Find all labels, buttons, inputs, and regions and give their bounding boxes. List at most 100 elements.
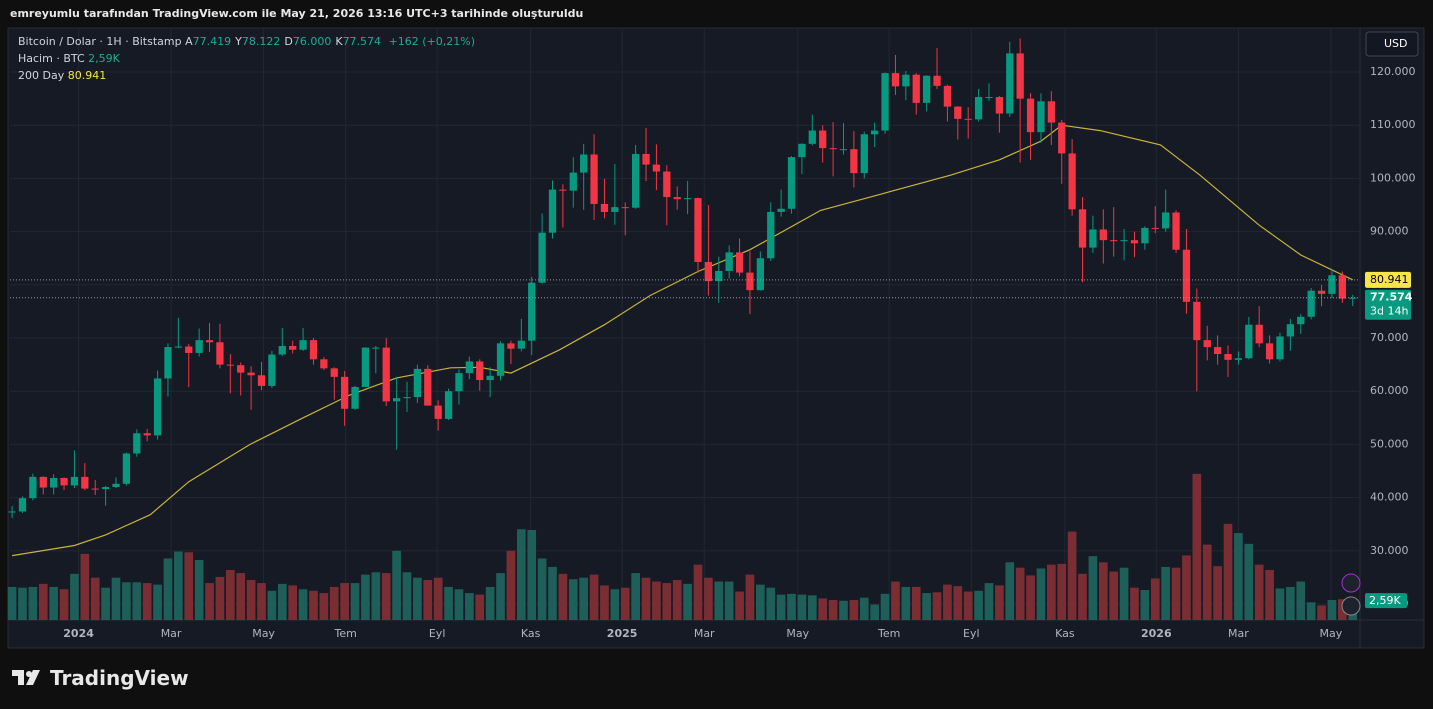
volume-bar (381, 573, 391, 620)
volume-bar (1119, 567, 1129, 620)
volume-bar (963, 591, 973, 620)
volume-bar (984, 583, 994, 620)
candle-body (673, 197, 681, 200)
volume-bar (1192, 473, 1202, 620)
volume-bar (433, 577, 443, 620)
candle-body (528, 282, 536, 341)
countdown: 3d 14h (1370, 305, 1408, 318)
volume-bar (225, 570, 235, 620)
candle-body (392, 398, 401, 402)
candle-body (289, 346, 297, 350)
candle-body (652, 164, 661, 172)
candle-body (174, 346, 182, 348)
volume-bar (205, 583, 214, 620)
candle-body (704, 261, 713, 282)
volume-bar (153, 584, 162, 620)
y-tick-label: 40.000 (1370, 491, 1409, 504)
candle-body (881, 73, 889, 131)
volume-bar (1182, 555, 1191, 620)
logo-text: TradingView (50, 666, 189, 690)
price-label: 77.574 (1370, 291, 1413, 304)
candle-body (1099, 229, 1107, 241)
x-tick-label: May (252, 627, 275, 640)
volume-bar (132, 582, 142, 620)
candle-body (455, 373, 463, 392)
candle-body (642, 153, 650, 165)
candle-body (278, 346, 286, 355)
event-icon[interactable] (1341, 573, 1361, 593)
flag-icon[interactable] (1341, 596, 1361, 616)
y-tick-label: 50.000 (1370, 437, 1409, 450)
candle-body (1120, 240, 1128, 242)
candle-body (465, 361, 473, 374)
candle-body (1089, 229, 1097, 248)
volume-value: 2,59K (88, 52, 120, 65)
volume-bar (641, 577, 651, 620)
candle-body (985, 97, 993, 99)
volume-bar (568, 579, 578, 620)
candle-body (819, 130, 827, 149)
volume-bar (787, 593, 796, 620)
volume-bar (1036, 568, 1046, 620)
ohlc-label: A (185, 35, 193, 48)
volume-bar (309, 590, 318, 620)
x-tick-label: 2026 (1141, 627, 1172, 640)
candle-body (860, 134, 868, 174)
volume-bar (1327, 600, 1337, 620)
candle-body (257, 375, 266, 386)
volume-bar (1067, 531, 1077, 620)
candle-body (1328, 275, 1336, 294)
candle-body (850, 149, 858, 174)
candle-body (299, 340, 307, 350)
volume-bar (49, 586, 58, 620)
candle-body (798, 143, 806, 158)
volume-bar (80, 553, 90, 620)
candle-body (756, 258, 764, 291)
volume-bar (1223, 523, 1233, 620)
candle-body (621, 207, 629, 209)
currency[interactable]: USD (1384, 37, 1408, 50)
volume-bar (7, 586, 17, 620)
candle-body (247, 372, 255, 376)
change: +162 (+0,21%) (388, 35, 476, 48)
x-tick-label: May (1320, 627, 1343, 640)
candle-body (538, 232, 546, 283)
volume-bar (1109, 571, 1119, 620)
volume-bar (818, 598, 828, 620)
candle-body (1182, 249, 1191, 302)
volume-bar (579, 577, 589, 620)
candle-body (1286, 324, 1295, 337)
volume-bar (465, 593, 474, 620)
volume-bar (693, 564, 703, 620)
volume-bar (101, 587, 110, 620)
volume-bar (163, 558, 173, 620)
volume-bar (1254, 564, 1264, 620)
candle-body (185, 346, 193, 353)
volume-bar (122, 582, 131, 620)
volume-bar (288, 585, 298, 620)
candle-body (1213, 347, 1222, 354)
candle-body (195, 340, 203, 353)
volume-bar (423, 580, 433, 620)
candle-body (974, 97, 983, 120)
ma-value: 80.941 (67, 69, 107, 82)
volume-bar (184, 552, 194, 620)
volume-box (1365, 593, 1407, 609)
volume-bar (1286, 586, 1295, 620)
currency-button[interactable] (1365, 31, 1419, 57)
candle-body (580, 154, 588, 173)
candle-body (517, 340, 525, 349)
volume-bar (724, 581, 734, 620)
candle-body (424, 368, 432, 406)
volume-bar (38, 583, 48, 620)
candle-body (1026, 98, 1035, 133)
volume-bar (922, 593, 931, 620)
candle-body (361, 347, 370, 387)
volume-bar (1140, 590, 1150, 620)
volume-bar (766, 587, 776, 620)
volume-bar (828, 600, 838, 620)
x-tick-label: Eyl (429, 627, 446, 640)
candle-body (829, 148, 837, 150)
candle-body (902, 74, 910, 87)
